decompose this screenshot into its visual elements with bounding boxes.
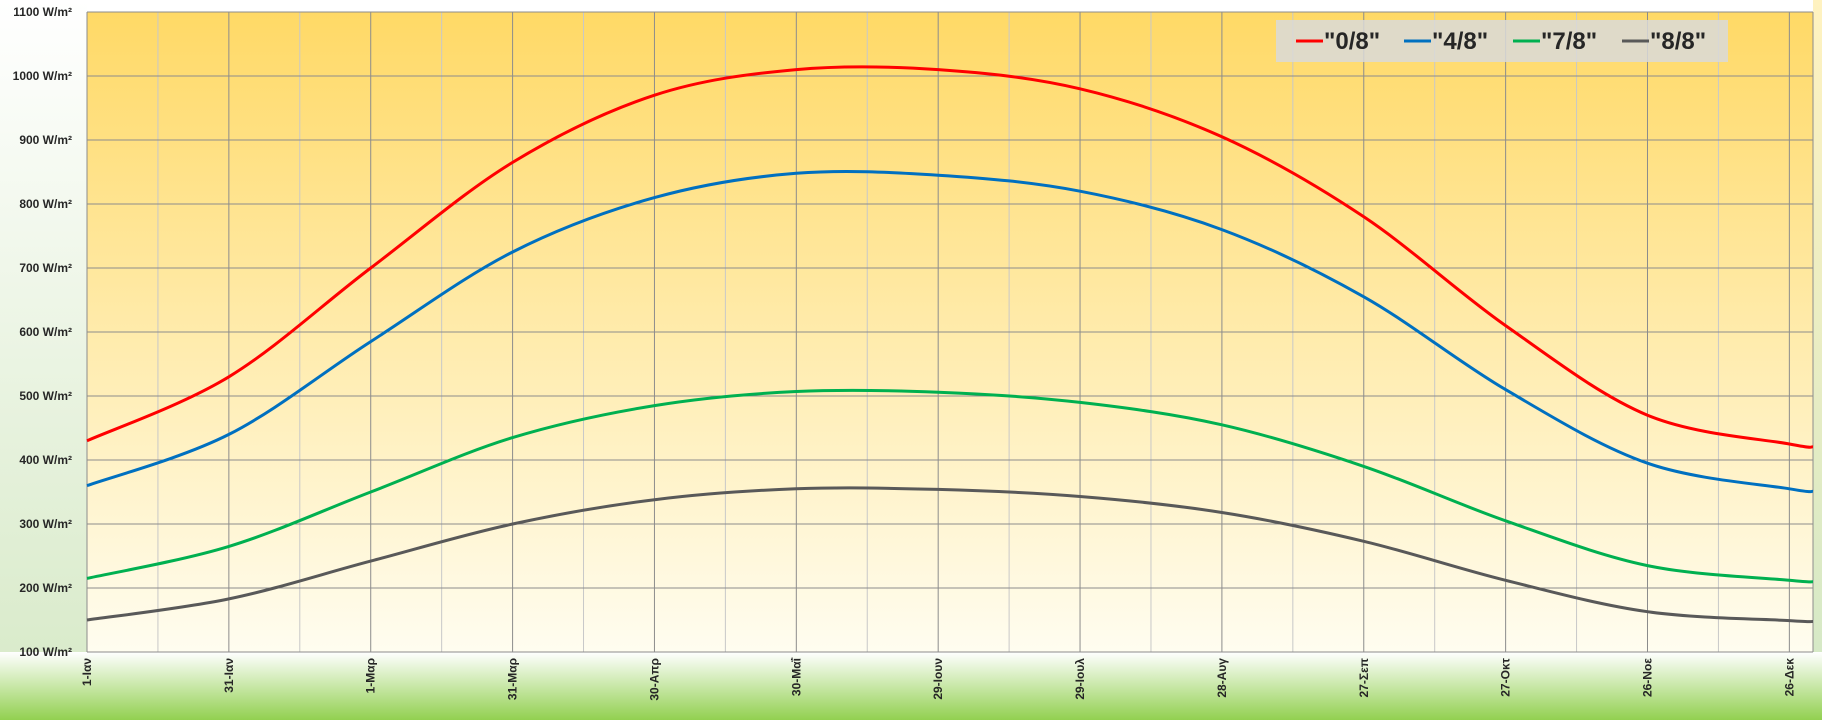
y-tick-label: 700 W/m² (19, 261, 72, 275)
y-tick-label: 400 W/m² (19, 453, 72, 467)
x-tick-label: 1-Μαρ (364, 658, 378, 693)
x-tick-label: 29-Ιουν (931, 658, 945, 700)
x-tick-label: 29-Ιουλ (1073, 658, 1087, 700)
y-axis-ticks: 100 W/m² 200 W/m² 300 W/m² 400 W/m² 500 W/m²… (13, 5, 72, 659)
x-tick-label: 1-Ιαν (80, 658, 94, 686)
x-tick-label: 30-Μαΐ (789, 657, 803, 696)
series-line (86, 486, 1814, 624)
y-tick-label: 900 W/m² (19, 133, 72, 147)
x-tick-label: 28-Αυγ (1215, 658, 1229, 698)
series-line (86, 388, 1814, 584)
y-tick-label: 300 W/m² (19, 517, 72, 531)
legend-label: "7/8" (1541, 28, 1597, 55)
y-tick-label: 200 W/m² (19, 581, 72, 595)
y-tick-label: 800 W/m² (19, 197, 72, 211)
legend: "0/8" "4/8" "7/8" "8/8" (1276, 20, 1728, 62)
major-gridlines (86, 11, 1814, 653)
legend-box (1276, 20, 1728, 62)
x-tick-label: 26-Νοε (1640, 658, 1654, 697)
x-tick-label: 26-Δεκ (1782, 658, 1796, 697)
y-tick-label: 1100 W/m² (13, 5, 72, 19)
x-tick-label: 27-Οκτ (1499, 657, 1513, 696)
y-tick-label: 600 W/m² (19, 325, 72, 339)
x-axis-band (0, 652, 1822, 720)
right-band (1813, 0, 1822, 652)
x-tick-label: 31-Μαρ (506, 658, 520, 700)
y-tick-label: 500 W/m² (19, 389, 72, 403)
x-tick-label: 27-Σεπ (1357, 658, 1371, 697)
series-lines (86, 65, 1814, 624)
legend-label: "4/8" (1432, 28, 1488, 55)
series-line (86, 65, 1814, 449)
x-axis-ticks: 1-Ιαν 31-Ιαν 1-Μαρ 31-Μαρ 30-Απρ 30-Μαΐ 29-Ιου… (80, 657, 1796, 700)
legend-label: "0/8" (1324, 28, 1380, 55)
y-tick-label: 1000 W/m² (13, 69, 72, 83)
legend-label: "8/8" (1650, 28, 1706, 55)
x-tick-label: 30-Απρ (647, 658, 661, 701)
x-tick-label: 31-Ιαν (222, 658, 236, 693)
series-line (86, 169, 1814, 494)
y-axis-band (0, 0, 87, 720)
y-tick-label: 100 W/m² (19, 645, 72, 659)
